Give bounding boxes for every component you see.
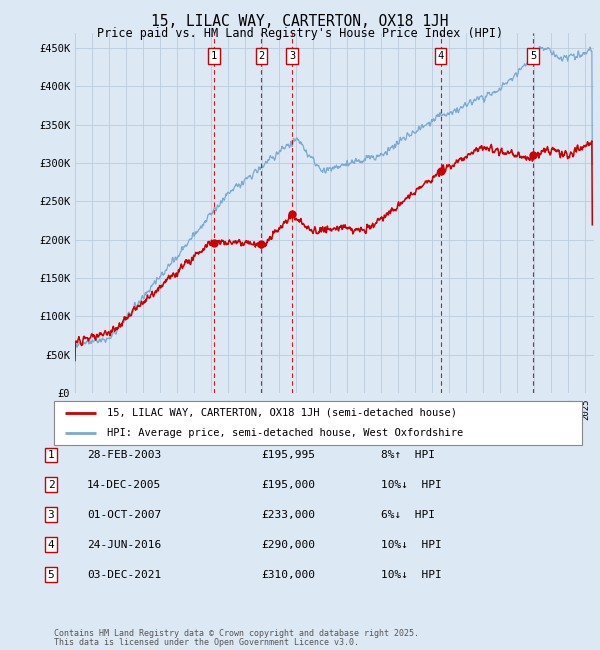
Text: £310,000: £310,000 <box>261 569 315 580</box>
Text: 1: 1 <box>211 51 217 61</box>
Text: 5: 5 <box>47 569 55 580</box>
Text: 10%↓  HPI: 10%↓ HPI <box>381 540 442 550</box>
Text: 10%↓  HPI: 10%↓ HPI <box>381 480 442 490</box>
Text: 10%↓  HPI: 10%↓ HPI <box>381 569 442 580</box>
Text: HPI: Average price, semi-detached house, West Oxfordshire: HPI: Average price, semi-detached house,… <box>107 428 463 438</box>
Text: 03-DEC-2021: 03-DEC-2021 <box>87 569 161 580</box>
Text: 28-FEB-2003: 28-FEB-2003 <box>87 450 161 460</box>
Text: £290,000: £290,000 <box>261 540 315 550</box>
Text: 15, LILAC WAY, CARTERTON, OX18 1JH (semi-detached house): 15, LILAC WAY, CARTERTON, OX18 1JH (semi… <box>107 408 457 418</box>
Text: 8%↑  HPI: 8%↑ HPI <box>381 450 435 460</box>
Text: 1: 1 <box>47 450 55 460</box>
Text: 6%↓  HPI: 6%↓ HPI <box>381 510 435 520</box>
Text: This data is licensed under the Open Government Licence v3.0.: This data is licensed under the Open Gov… <box>54 638 359 647</box>
Text: 3: 3 <box>289 51 295 61</box>
Text: £233,000: £233,000 <box>261 510 315 520</box>
Text: 15, LILAC WAY, CARTERTON, OX18 1JH: 15, LILAC WAY, CARTERTON, OX18 1JH <box>151 14 449 29</box>
Text: 4: 4 <box>437 51 443 61</box>
Text: £195,995: £195,995 <box>261 450 315 460</box>
Text: 01-OCT-2007: 01-OCT-2007 <box>87 510 161 520</box>
Text: 3: 3 <box>47 510 55 520</box>
Text: £195,000: £195,000 <box>261 480 315 490</box>
FancyBboxPatch shape <box>54 401 582 445</box>
Text: 5: 5 <box>530 51 536 61</box>
Text: 4: 4 <box>47 540 55 550</box>
Text: 14-DEC-2005: 14-DEC-2005 <box>87 480 161 490</box>
Text: 24-JUN-2016: 24-JUN-2016 <box>87 540 161 550</box>
Text: 2: 2 <box>258 51 265 61</box>
Text: Contains HM Land Registry data © Crown copyright and database right 2025.: Contains HM Land Registry data © Crown c… <box>54 629 419 638</box>
Text: Price paid vs. HM Land Registry's House Price Index (HPI): Price paid vs. HM Land Registry's House … <box>97 27 503 40</box>
Text: 2: 2 <box>47 480 55 490</box>
